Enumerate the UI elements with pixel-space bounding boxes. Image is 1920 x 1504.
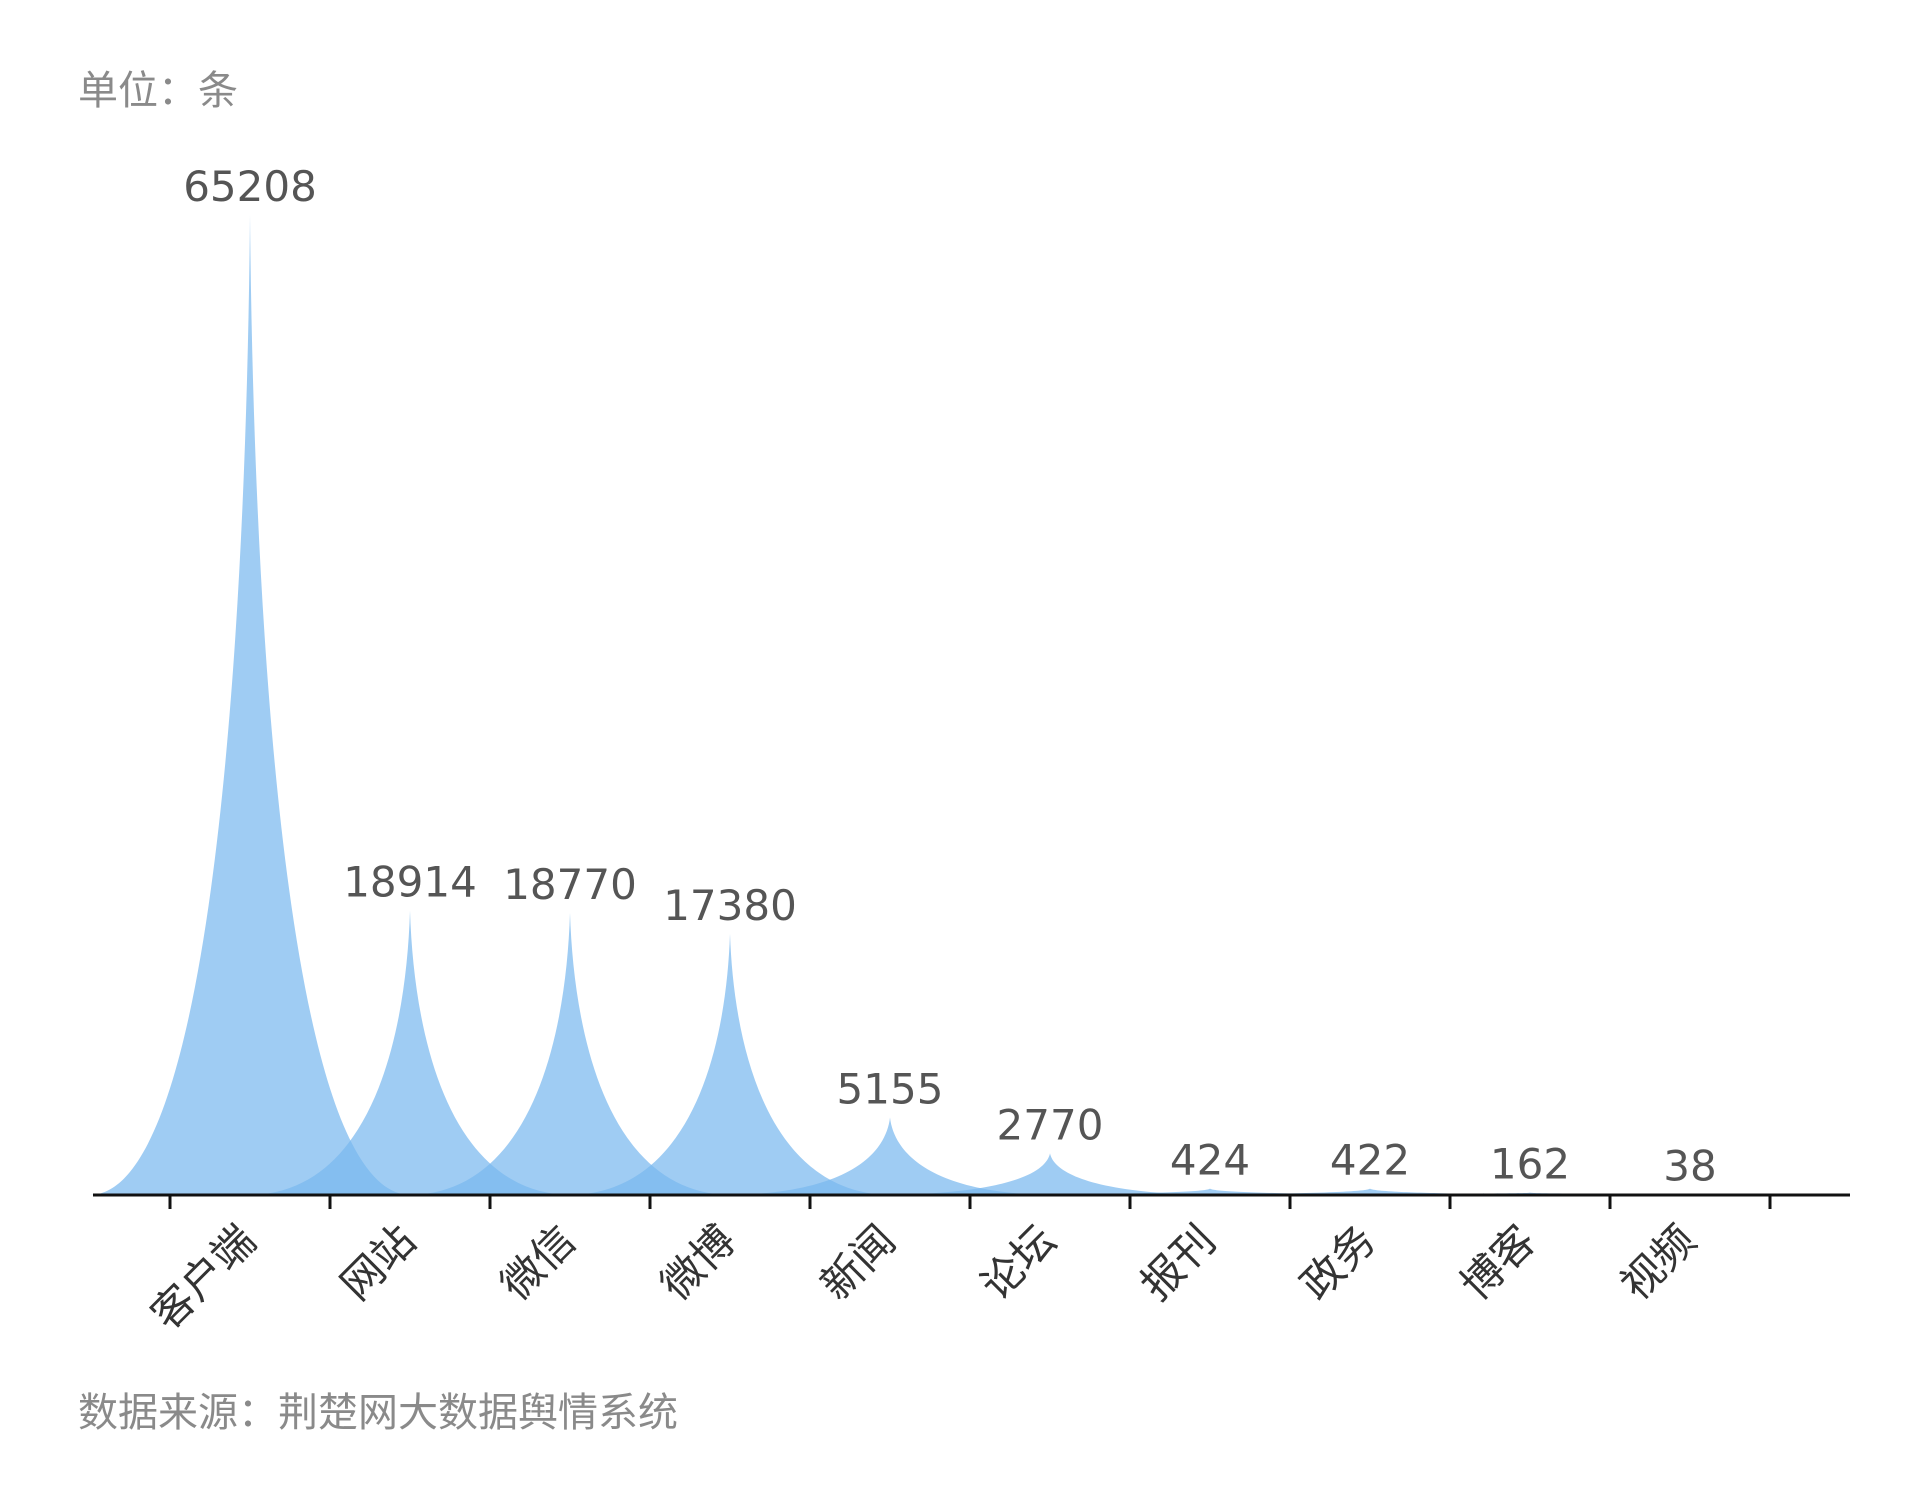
peak-6 <box>890 1153 1210 1195</box>
category-label: 微博 <box>651 1215 745 1309</box>
value-label: 38 <box>1663 1141 1716 1190</box>
value-label: 5155 <box>837 1065 944 1114</box>
category-label: 客户端 <box>141 1215 265 1339</box>
value-label: 18770 <box>503 860 637 909</box>
peak-7 <box>1050 1188 1370 1195</box>
peak-5 <box>730 1117 1050 1195</box>
category-label: 政务 <box>1291 1215 1385 1309</box>
value-label: 162 <box>1490 1140 1570 1189</box>
peak-2 <box>250 910 570 1195</box>
peak-3 <box>410 912 730 1195</box>
value-label: 17380 <box>663 881 797 930</box>
value-label: 422 <box>1330 1136 1410 1185</box>
peak-8 <box>1210 1188 1530 1195</box>
category-label: 微信 <box>491 1215 585 1309</box>
category-label: 论坛 <box>971 1215 1065 1309</box>
source-label: 数据来源：荆楚网大数据舆情系统 <box>78 1390 678 1436</box>
category-label: 视频 <box>1611 1215 1705 1309</box>
value-label: 2770 <box>997 1100 1104 1149</box>
x-axis-ticks <box>168 1195 1772 1209</box>
peaks-layer <box>90 215 1850 1195</box>
category-labels: 客户端 网站 微信 微博 新闻 论坛 报刊 政务 博客 视频 <box>141 1215 1705 1339</box>
value-label: 65208 <box>183 162 317 211</box>
category-label: 报刊 <box>1131 1215 1225 1309</box>
peak-4 <box>570 933 890 1195</box>
category-label: 博客 <box>1451 1215 1545 1309</box>
value-label: 424 <box>1170 1136 1250 1185</box>
category-label: 新闻 <box>811 1215 905 1309</box>
peak-1 <box>90 215 410 1195</box>
value-labels: 65208 18914 18770 17380 5155 2770 424 422 162 38 <box>183 162 1717 1190</box>
unit-label: 单位：条 <box>78 68 238 114</box>
category-label: 网站 <box>331 1215 425 1309</box>
value-label: 18914 <box>343 858 477 907</box>
